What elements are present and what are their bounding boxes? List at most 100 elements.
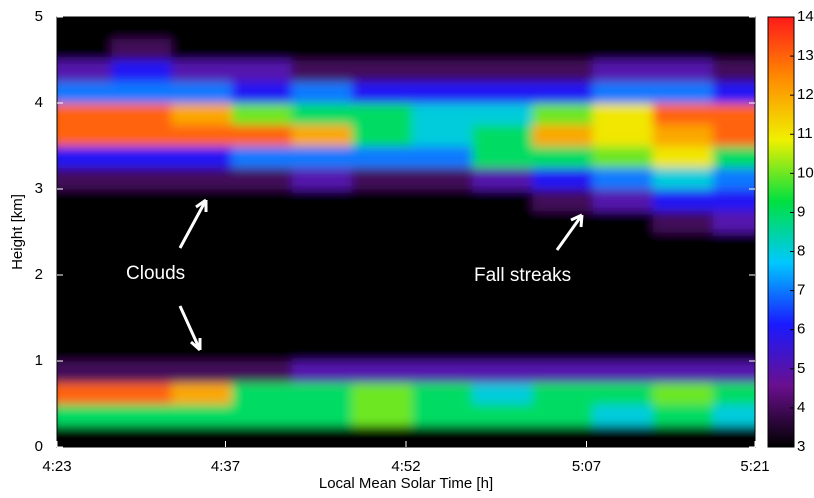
heatmap-cell bbox=[232, 189, 293, 211]
heatmap-cell bbox=[352, 125, 413, 147]
heatmap-cell bbox=[532, 125, 593, 147]
heatmap-cell bbox=[292, 275, 353, 297]
heatmap-cell bbox=[653, 404, 714, 426]
heatmap-cell bbox=[51, 340, 112, 362]
heatmap-cell bbox=[713, 146, 774, 168]
heatmap-cell bbox=[352, 189, 413, 211]
colorbar-tick-label: 9 bbox=[797, 203, 805, 220]
heatmap-cell bbox=[532, 404, 593, 426]
heatmap-cell bbox=[51, 17, 112, 39]
heatmap-cell bbox=[232, 254, 293, 276]
heatmap-cell bbox=[593, 103, 654, 125]
heatmap-cell bbox=[171, 60, 232, 82]
x-tick-label: 4:37 bbox=[211, 458, 240, 475]
heatmap-cell bbox=[653, 168, 714, 190]
heatmap-cell bbox=[232, 103, 293, 125]
heatmap-cell bbox=[292, 17, 353, 39]
heatmap-cell bbox=[232, 404, 293, 426]
heatmap-cell bbox=[653, 125, 714, 147]
heatmap-cell bbox=[653, 254, 714, 276]
heatmap-cell bbox=[412, 361, 473, 383]
heatmap-cell bbox=[593, 60, 654, 82]
heatmap-cell bbox=[653, 211, 714, 233]
heatmap-cell bbox=[352, 17, 413, 39]
heatmap-cell bbox=[713, 82, 774, 104]
heatmap-cell bbox=[713, 189, 774, 211]
heatmap-cell bbox=[412, 211, 473, 233]
heatmap-cell bbox=[593, 17, 654, 39]
x-axis-label: Local Mean Solar Time [h] bbox=[319, 475, 493, 492]
heatmap-cell bbox=[51, 383, 112, 405]
heatmap-cell bbox=[412, 125, 473, 147]
y-tick-label: 4 bbox=[35, 94, 43, 111]
heatmap-cell bbox=[111, 404, 172, 426]
heatmap-cell bbox=[532, 426, 593, 448]
heatmap-cell bbox=[653, 103, 714, 125]
heatmap-cell bbox=[472, 383, 533, 405]
heatmap-cell bbox=[713, 340, 774, 362]
heatmap-cell bbox=[352, 211, 413, 233]
heatmap-cell bbox=[352, 168, 413, 190]
heatmap-cell bbox=[111, 361, 172, 383]
heatmap-cell bbox=[713, 103, 774, 125]
heatmap-cell bbox=[412, 17, 473, 39]
heatmap-cell bbox=[232, 318, 293, 340]
heatmap-cell bbox=[232, 60, 293, 82]
heatmap-cell bbox=[352, 340, 413, 362]
y-axis-label: Height [km] bbox=[9, 194, 26, 270]
heatmap-cell bbox=[111, 383, 172, 405]
heatmap-cell bbox=[111, 297, 172, 319]
heatmap-cell bbox=[111, 103, 172, 125]
heatmap-cell bbox=[472, 189, 533, 211]
heatmap-cell bbox=[532, 318, 593, 340]
heatmap-cell bbox=[713, 318, 774, 340]
heatmap-cell bbox=[352, 60, 413, 82]
heatmap-cell bbox=[51, 168, 112, 190]
heatmap-cell bbox=[713, 361, 774, 383]
heatmap-cell bbox=[713, 275, 774, 297]
heatmap-cell bbox=[292, 232, 353, 254]
heatmap-cell bbox=[593, 146, 654, 168]
heatmap-cell bbox=[713, 297, 774, 319]
heatmap-cell bbox=[352, 426, 413, 448]
heatmap-cell bbox=[593, 275, 654, 297]
heatmap-cell bbox=[532, 383, 593, 405]
heatmap-cell bbox=[292, 211, 353, 233]
heatmap-cell bbox=[412, 383, 473, 405]
heatmap-cell bbox=[532, 361, 593, 383]
colorbar-tick-label: 7 bbox=[797, 282, 805, 299]
heatmap-cell bbox=[232, 82, 293, 104]
heatmap-cell bbox=[171, 82, 232, 104]
heatmap-cell bbox=[292, 361, 353, 383]
heatmap-cell bbox=[232, 146, 293, 168]
heatmap-cell bbox=[412, 189, 473, 211]
heatmap-cell bbox=[472, 297, 533, 319]
heatmap-cell bbox=[352, 361, 413, 383]
heatmap-cell bbox=[593, 361, 654, 383]
heatmap-cell bbox=[412, 103, 473, 125]
heatmap-cell bbox=[171, 125, 232, 147]
y-tick-label: 0 bbox=[35, 438, 43, 455]
x-tick-label: 5:07 bbox=[572, 458, 601, 475]
heatmap-cell bbox=[232, 426, 293, 448]
colorbar-tick-label: 12 bbox=[797, 86, 814, 103]
heatmap-cell bbox=[51, 361, 112, 383]
heatmap-cell bbox=[292, 189, 353, 211]
heatmap-cell bbox=[412, 340, 473, 362]
heatmap-cell bbox=[472, 361, 533, 383]
heatmap-cell bbox=[713, 211, 774, 233]
heatmap-cell bbox=[412, 297, 473, 319]
heatmap-cell bbox=[51, 426, 112, 448]
heatmap-cell bbox=[292, 297, 353, 319]
heatmap-cell bbox=[51, 254, 112, 276]
colorbar bbox=[768, 17, 794, 447]
heatmap-cell bbox=[532, 82, 593, 104]
heatmap-cell bbox=[171, 340, 232, 362]
heatmap-cell bbox=[171, 103, 232, 125]
heatmap-cell bbox=[532, 103, 593, 125]
heatmap-cell bbox=[51, 60, 112, 82]
heatmap-cell bbox=[111, 82, 172, 104]
heatmap-cell bbox=[352, 318, 413, 340]
heatmap-cell bbox=[51, 103, 112, 125]
y-tick-label: 3 bbox=[35, 180, 43, 197]
